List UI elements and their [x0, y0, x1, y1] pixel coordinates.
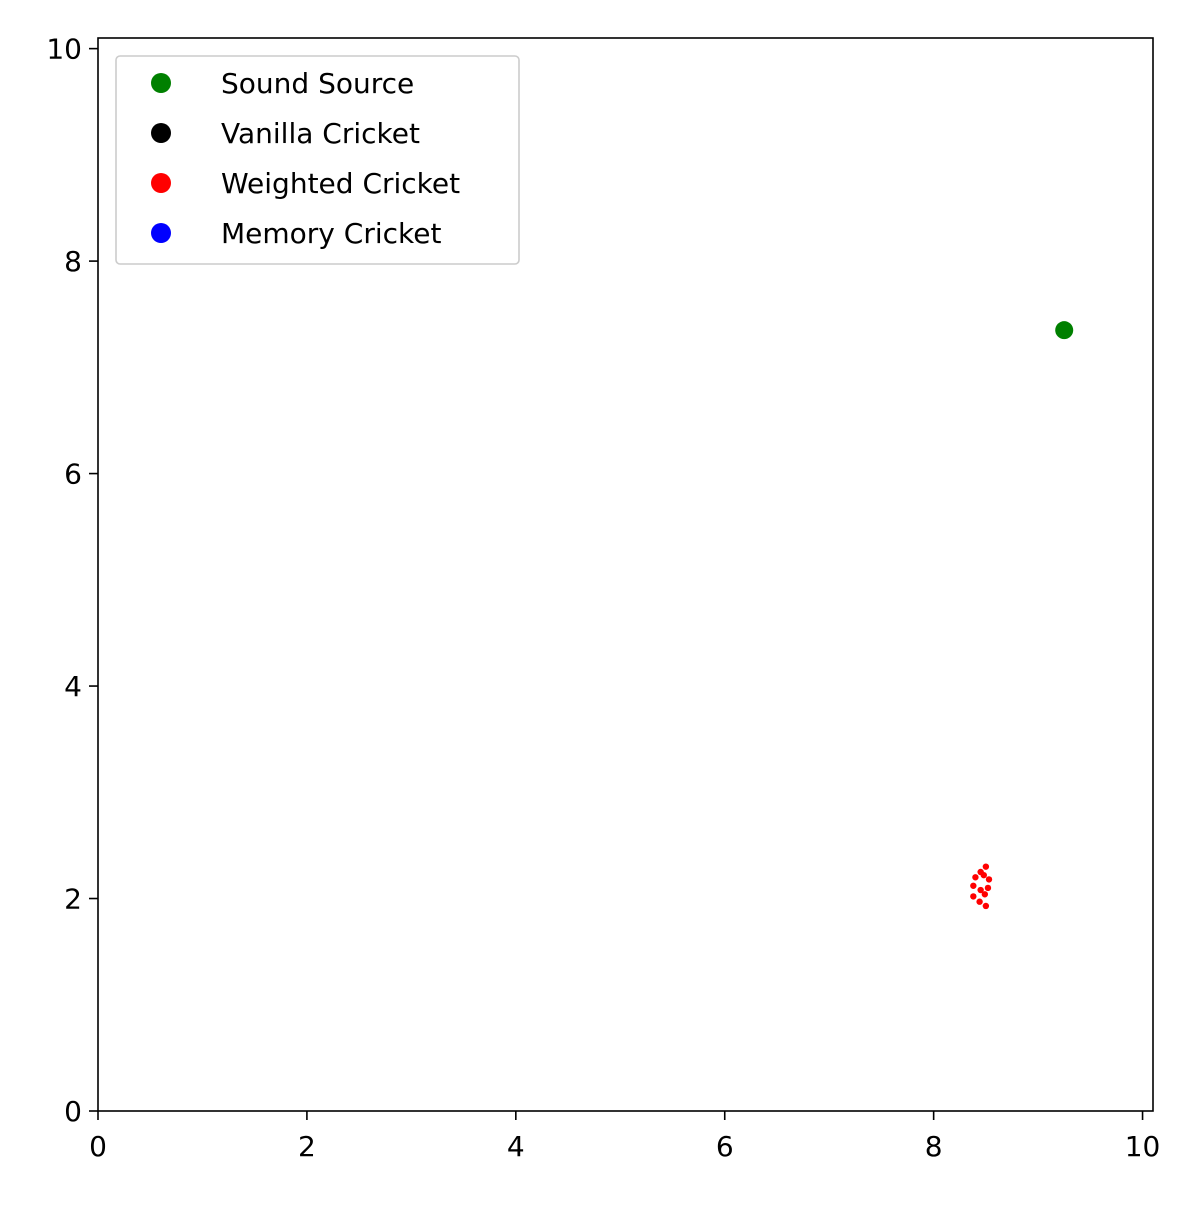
legend-marker-memory-cricket [151, 223, 171, 243]
y-tick-label-2: 4 [64, 670, 82, 703]
y-tick-label-4: 8 [64, 245, 82, 278]
legend-label-memory-cricket: Memory Cricket [221, 217, 441, 250]
weighted-cricket-point-11 [982, 902, 990, 910]
legend-label-sound-source: Sound Source [221, 67, 414, 100]
y-tick-label-1: 2 [64, 883, 82, 916]
legend: Sound Source Vanilla Cricket Weighted Cric… [115, 55, 520, 265]
x-tick-label-5: 10 [1125, 1130, 1161, 1163]
weighted-cricket-point-6 [984, 884, 992, 892]
y-tick-label-5: 10 [46, 33, 82, 66]
x-tick-label-1: 2 [298, 1130, 316, 1163]
legend-marker-weighted-cricket [151, 173, 171, 193]
ticks-layer: 0 2 4 6 8 10 0 2 4 6 8 10 [46, 33, 1160, 1163]
weighted-cricket-point-5 [970, 882, 977, 889]
legend-frame [115, 55, 520, 265]
weighted-cricket-point-4 [985, 876, 993, 883]
weighted-cricket-point-0 [982, 863, 990, 870]
legend-label-weighted-cricket: Weighted Cricket [221, 167, 460, 200]
weighted-cricket-point-10 [976, 898, 983, 905]
y-tick-label-0: 0 [64, 1095, 82, 1128]
y-tick-label-3: 6 [64, 458, 82, 491]
x-tick-label-3: 6 [716, 1130, 734, 1163]
weighted-cricket-point-8 [981, 891, 989, 898]
weighted-cricket-point-7 [977, 886, 984, 894]
axes-frame [97, 37, 1154, 1112]
x-tick-label-4: 8 [925, 1130, 943, 1163]
legend-label-vanilla-cricket: Vanilla Cricket [221, 117, 420, 150]
weighted-cricket-point-3 [972, 874, 979, 881]
x-tick-label-0: 0 [89, 1130, 107, 1163]
legend-marker-vanilla-cricket [151, 123, 171, 143]
x-tick-label-2: 4 [507, 1130, 525, 1163]
sound-source-point-0 [1055, 321, 1074, 340]
weighted-cricket-point-9 [970, 893, 977, 900]
legend-marker-sound-source [151, 73, 171, 93]
marks-layer [970, 321, 1074, 910]
weighted-cricket-point-2 [980, 871, 987, 879]
